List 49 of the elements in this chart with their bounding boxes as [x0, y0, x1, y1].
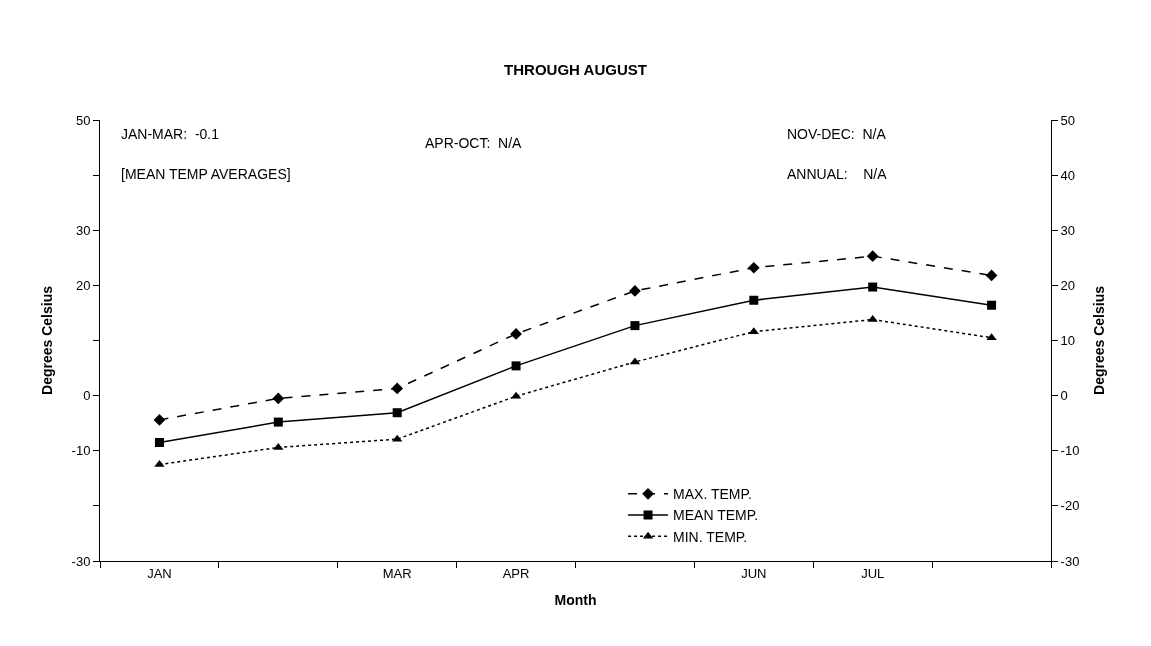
y-tick-label: 0 [83, 388, 91, 404]
legend-label: MAX. TEMP. [673, 486, 752, 503]
point [510, 328, 522, 340]
y2-tick-label: 20 [1060, 277, 1076, 293]
annotation: NOV-DEC: N/A [787, 126, 887, 142]
y2-axis-title: Degrees Celsius [1090, 285, 1107, 395]
point [511, 361, 521, 371]
y-tick-label: 50 [75, 112, 91, 128]
point [987, 300, 997, 310]
annotation: [MEAN TEMP AVERAGES] [121, 166, 291, 182]
x-axis-title: Month [554, 591, 597, 608]
point [392, 408, 402, 418]
y2-tick-label: 40 [1060, 167, 1076, 183]
x-tick-label: JUL [861, 565, 885, 581]
y2-tick-label: -20 [1060, 498, 1080, 514]
y-axis-title: Degrees Celsius [39, 285, 56, 395]
point [749, 295, 759, 305]
y2-tick-label: 30 [1060, 222, 1076, 238]
x-tick-label: MAR [382, 565, 412, 581]
y-tick-label: -10 [71, 443, 91, 459]
point [868, 282, 878, 292]
point [629, 285, 641, 297]
y2-tick-label: 10 [1060, 333, 1076, 349]
point [273, 417, 283, 427]
legend-label: MIN. TEMP. [673, 528, 748, 545]
point [273, 442, 284, 450]
annotation: APR-OCT: N/A [425, 135, 523, 151]
y2-tick-label: -30 [1060, 553, 1080, 569]
point [747, 261, 760, 274]
x-tick-label: APR [502, 565, 530, 581]
legend-label: MEAN TEMP. [673, 507, 759, 524]
point [272, 392, 285, 405]
chart-title: THROUGH AUGUST [504, 61, 647, 79]
point [153, 414, 166, 426]
point [391, 382, 404, 395]
x-tick-label: JUN [741, 565, 767, 581]
point [630, 321, 640, 331]
x-tick-label: JAN [147, 565, 172, 581]
y2-tick-label: 0 [1060, 388, 1068, 404]
y-tick-label: 30 [75, 222, 91, 238]
annotation: ANNUAL: N/A [787, 166, 888, 182]
point [154, 437, 164, 447]
point [866, 250, 879, 263]
annotation: JAN-MAR: -0.1 [121, 126, 220, 142]
y-tick-label: -30 [71, 553, 91, 569]
y2-tick-label: 50 [1060, 112, 1076, 128]
y-tick-label: 20 [75, 277, 91, 293]
point [985, 269, 998, 282]
y2-tick-label: -10 [1060, 443, 1080, 459]
